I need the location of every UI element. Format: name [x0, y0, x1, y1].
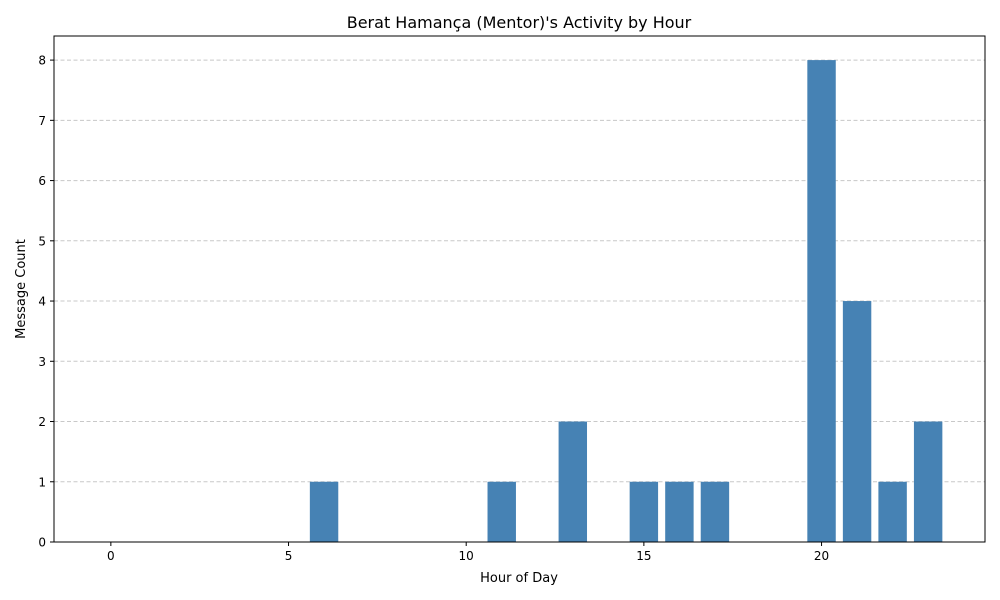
bar-hour-17	[700, 481, 730, 542]
x-tick-label: 0	[107, 549, 115, 563]
bar-hour-21	[842, 301, 872, 542]
ticks: 0 5 10 15 20 0 1 2 3 4 5 6 7 8	[38, 54, 829, 563]
y-tick-label: 4	[38, 295, 46, 309]
x-tick-label: 5	[285, 549, 293, 563]
y-tick-label: 1	[38, 475, 46, 489]
bars	[309, 60, 943, 542]
bar-hour-23	[913, 421, 943, 542]
x-axis-label: Hour of Day	[480, 571, 558, 586]
bar-hour-13	[558, 421, 588, 542]
bar-hour-6	[309, 481, 339, 542]
y-tick-label: 6	[38, 174, 46, 188]
bar-hour-15	[629, 481, 659, 542]
y-tick-label: 8	[38, 54, 46, 68]
chart-title: Berat Hamança (Mentor)'s Activity by Hou…	[347, 13, 692, 32]
y-tick-label: 7	[38, 114, 46, 128]
y-tick-label: 0	[38, 536, 46, 550]
bar-hour-22	[878, 481, 907, 542]
y-tick-label: 2	[38, 415, 46, 429]
y-tick-label: 5	[38, 234, 46, 248]
bar-hour-20	[807, 60, 836, 542]
bar-hour-16	[665, 481, 694, 542]
bar-hour-11	[487, 481, 516, 542]
x-tick-label: 15	[636, 549, 651, 563]
x-tick-label: 20	[814, 549, 829, 563]
x-tick-label: 10	[459, 549, 474, 563]
y-tick-label: 3	[38, 355, 46, 369]
plot-frame	[53, 35, 986, 543]
y-axis-label: Message Count	[14, 239, 29, 339]
axes	[53, 35, 986, 543]
